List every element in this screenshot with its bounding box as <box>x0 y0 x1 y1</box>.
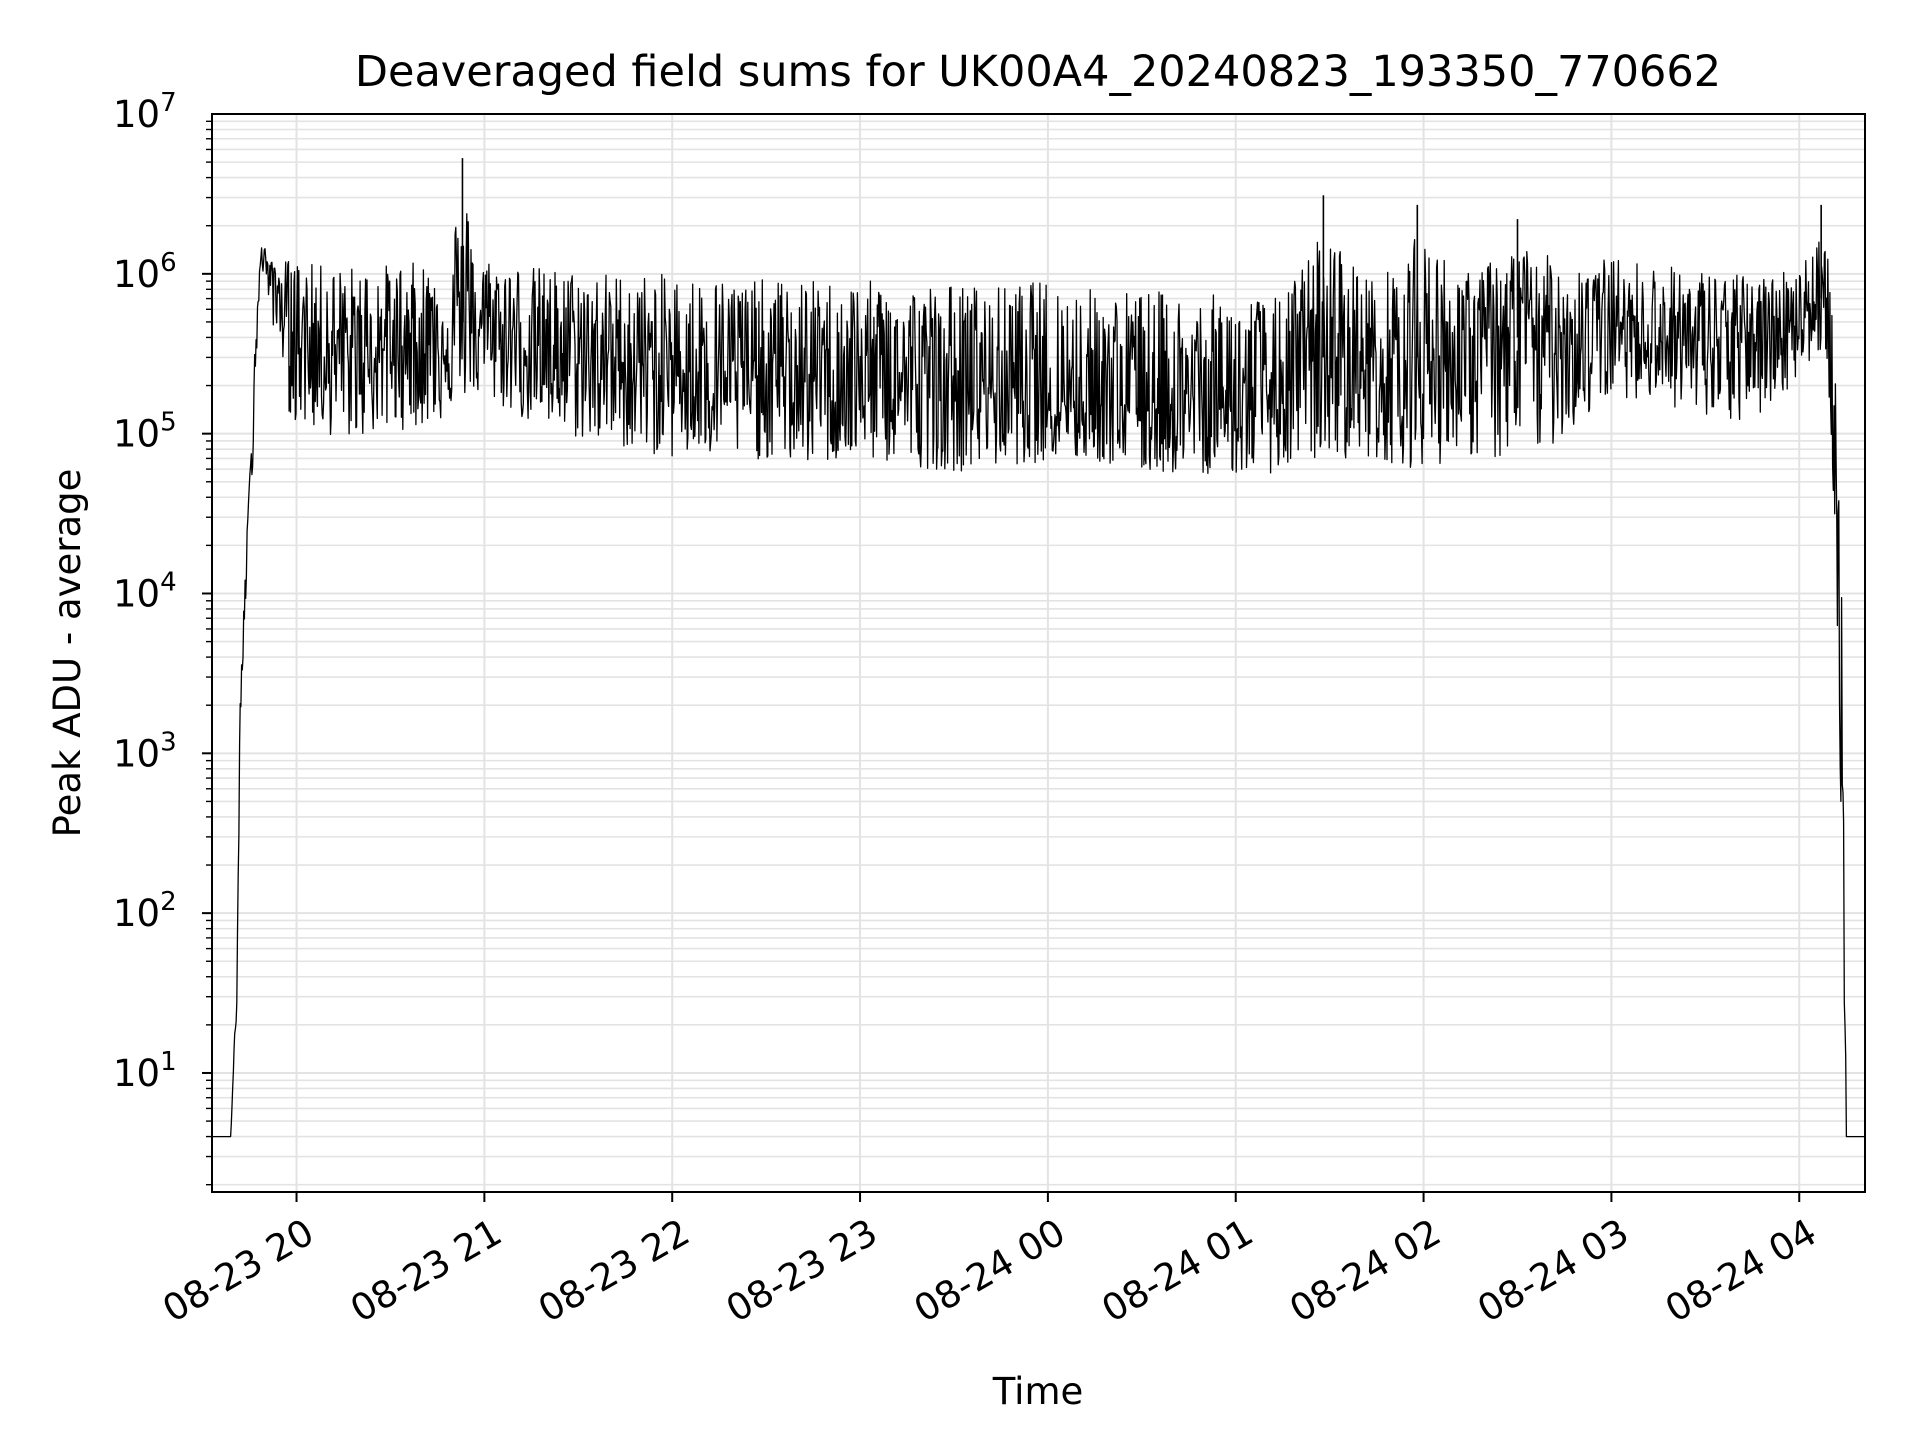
x-axis-label: Time <box>992 1370 1084 1413</box>
series-line <box>212 213 1865 1138</box>
y-tick-label: 103 <box>113 727 177 775</box>
grid-lines <box>212 114 1865 1192</box>
y-tick-label: 102 <box>113 887 177 935</box>
y-tick-label: 104 <box>113 567 177 615</box>
y-axis-label: Peak ADU - average <box>46 469 89 838</box>
data-series <box>212 158 1865 1138</box>
y-tick-label: 101 <box>113 1047 177 1095</box>
y-tick-label: 107 <box>113 88 177 136</box>
y-tick-label: 106 <box>113 248 177 296</box>
chart-title: Deaveraged field sums for UK00A4_2024082… <box>355 47 1721 97</box>
y-tick-label: 105 <box>113 408 177 456</box>
plot-frame <box>211 113 1866 1193</box>
